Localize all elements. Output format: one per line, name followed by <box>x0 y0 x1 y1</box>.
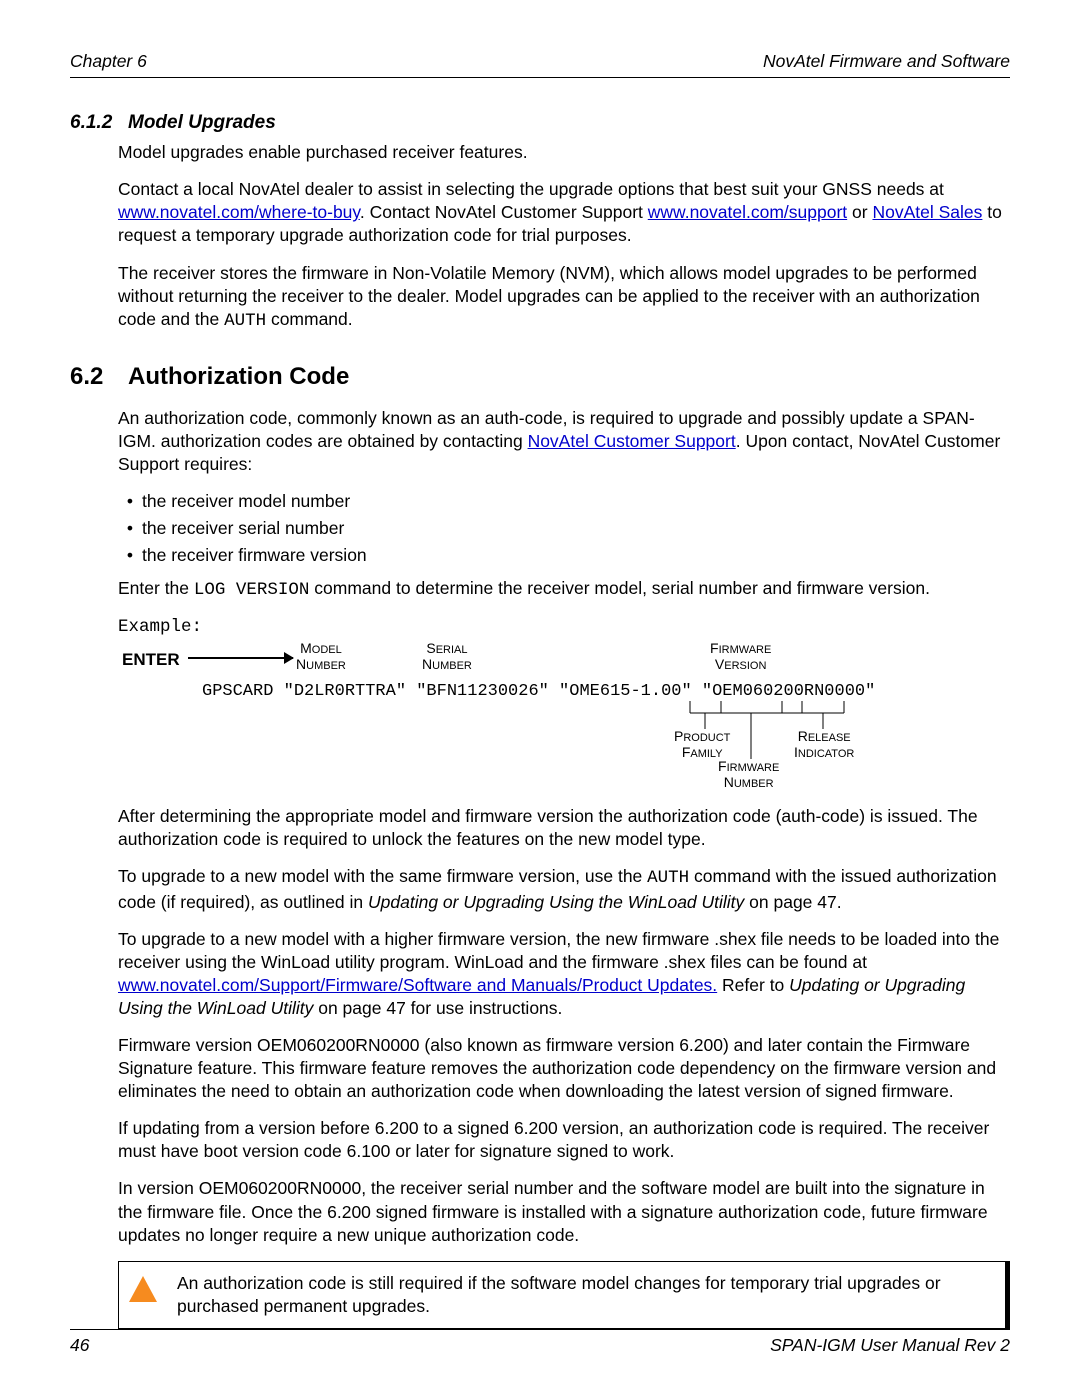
list-item: the receiver model number <box>118 490 1010 513</box>
heading-number: 6.2 <box>70 361 128 393</box>
link-support[interactable]: www.novatel.com/support <box>648 202 847 222</box>
section-6-2-body: Enter the LOG VERSION command to determi… <box>118 577 1010 639</box>
requirements-list: the receiver model number the receiver s… <box>118 490 1010 567</box>
link-product-updates[interactable]: www.novatel.com/Support/Firmware/Softwar… <box>118 975 717 995</box>
header-right: NovAtel Firmware and Software <box>763 50 1010 73</box>
list-item: the receiver firmware version <box>118 544 1010 567</box>
paragraph: Enter the LOG VERSION command to determi… <box>118 577 1010 602</box>
ref-winload: Updating or Upgrading Using the WinLoad … <box>368 892 744 912</box>
note-text: An authorization code is still required … <box>177 1272 989 1318</box>
code-auth: AUTH <box>224 311 266 331</box>
paragraph: Model upgrades enable purchased receiver… <box>118 141 1010 164</box>
section-6-1-2-body: Model upgrades enable purchased receiver… <box>118 141 1010 333</box>
code-log-version: LOG VERSION <box>194 580 310 600</box>
link-sales[interactable]: NovAtel Sales <box>872 202 982 222</box>
code-auth: AUTH <box>647 868 689 888</box>
diagram-lines <box>118 641 1018 791</box>
note-box: An authorization code is still required … <box>118 1261 1010 1329</box>
heading-title: Model Upgrades <box>128 112 276 133</box>
link-where-to-buy[interactable]: www.novatel.com/where-to-buy <box>118 202 360 222</box>
label-release-indicator: RELEASEINDICATOR <box>794 729 854 760</box>
section-6-2-body: An authorization code, commonly known as… <box>118 407 1010 476</box>
heading-title: Authorization Code <box>128 363 349 390</box>
header-left: Chapter 6 <box>70 50 147 73</box>
page-footer: 46 SPAN-IGM User Manual Rev 2 <box>70 1329 1010 1357</box>
example-label: Example: <box>118 616 1010 639</box>
version-output-diagram: ENTER MODELNUMBER SERIALNUMBER FIRMWAREV… <box>118 641 1010 791</box>
paragraph: Contact a local NovAtel dealer to assist… <box>118 178 1010 247</box>
label-firmware-number: FIRMWARENUMBER <box>718 759 779 790</box>
link-customer-support[interactable]: NovAtel Customer Support <box>528 431 736 451</box>
heading-6-1-2: 6.1.2Model Upgrades <box>70 110 1010 135</box>
paragraph: To upgrade to a new model with the same … <box>118 865 1010 913</box>
heading-6-2: 6.2Authorization Code <box>70 361 1010 393</box>
page-header: Chapter 6 NovAtel Firmware and Software <box>70 50 1010 78</box>
page-number: 46 <box>70 1334 89 1357</box>
label-product-family: PRODUCTFAMILY <box>674 729 730 760</box>
heading-number: 6.1.2 <box>70 110 128 135</box>
caution-triangle-icon <box>129 1276 157 1302</box>
page: Chapter 6 NovAtel Firmware and Software … <box>0 0 1080 1397</box>
footer-right: SPAN-IGM User Manual Rev 2 <box>770 1334 1010 1357</box>
list-item: the receiver serial number <box>118 517 1010 540</box>
paragraph: The receiver stores the firmware in Non-… <box>118 262 1010 333</box>
paragraph: In version OEM060200RN0000, the receiver… <box>118 1177 1010 1246</box>
paragraph: If updating from a version before 6.200 … <box>118 1117 1010 1163</box>
paragraph: To upgrade to a new model with a higher … <box>118 928 1010 1020</box>
paragraph: After determining the appropriate model … <box>118 805 1010 851</box>
paragraph: Firmware version OEM060200RN0000 (also k… <box>118 1034 1010 1103</box>
section-6-2-body: After determining the appropriate model … <box>118 805 1010 1247</box>
paragraph: An authorization code, commonly known as… <box>118 407 1010 476</box>
